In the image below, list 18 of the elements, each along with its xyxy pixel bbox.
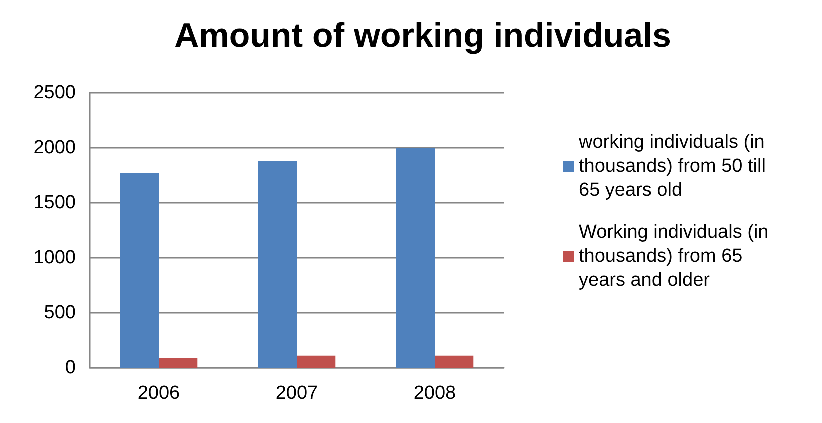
bar	[297, 356, 336, 368]
bar	[396, 148, 435, 368]
y-tick-label: 500	[44, 302, 76, 324]
x-tick-label: 2008	[414, 383, 456, 404]
x-tick-label: 2007	[276, 383, 318, 404]
bar	[258, 161, 297, 368]
bar	[435, 356, 474, 368]
y-tick-label: 2500	[34, 82, 76, 104]
y-tick-label: 1500	[34, 192, 76, 214]
bar	[159, 358, 198, 368]
y-tick-label: 0	[65, 358, 76, 378]
legend-label: working individuals (in thousands) from 50 till 65 years old	[578, 132, 772, 201]
y-tick-label: 1000	[34, 248, 76, 268]
x-tick-label: 2006	[138, 383, 180, 404]
bar	[120, 173, 159, 368]
legend-label: Working individuals (in thousands) from 65 years and older	[579, 222, 774, 291]
chart-title: Amount of working individuals	[174, 17, 672, 55]
y-tick-label: 2000	[34, 138, 76, 158]
